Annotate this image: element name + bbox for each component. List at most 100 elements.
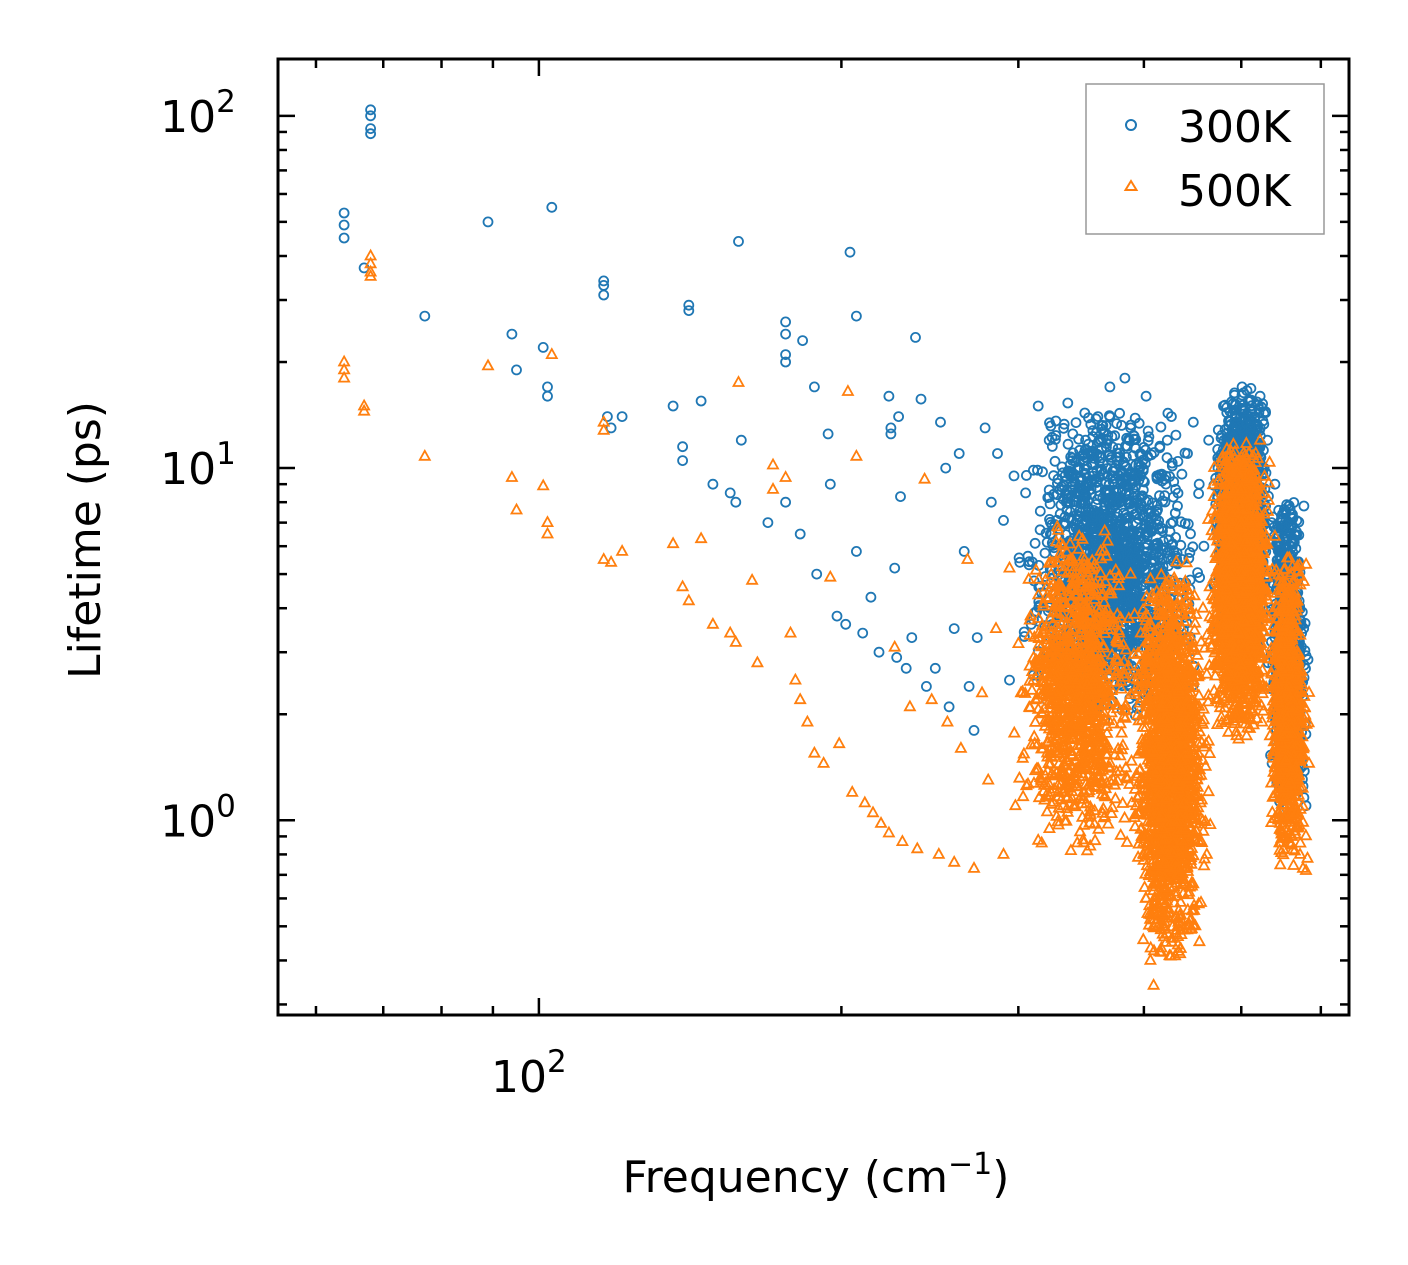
point-300k [1168,476,1180,488]
point-300k [1076,473,1088,485]
point-500k [1300,850,1315,863]
point-300k [1134,528,1145,539]
point-300k [1128,525,1140,537]
point-300k [1136,499,1147,511]
point-300k [1140,537,1152,549]
point-300k [1260,406,1271,418]
point-300k [1062,397,1074,409]
point-500k [866,805,880,818]
point-300k [677,441,688,453]
point-300k [1082,509,1093,521]
point-500k [706,616,720,629]
point-300k [1067,452,1078,464]
point-500k [505,470,519,482]
point-300k [1130,571,1142,582]
point-300k [1126,591,1138,603]
point-300k [707,478,719,490]
point-500k [604,554,618,567]
point-300k [365,104,377,116]
point-300k [1019,631,1030,642]
point-500k [975,685,989,698]
point-300k [1095,435,1107,447]
point-300k [1100,420,1112,431]
point-500k [841,384,855,396]
point-500k [918,471,932,484]
point-300k [1062,438,1074,450]
point-300k [1152,537,1164,549]
point-300k [1071,514,1083,526]
point-500k [932,847,946,859]
point-300k [1154,490,1165,502]
point-300k [797,335,808,347]
point-300k [1073,433,1085,445]
point-300k [1120,440,1131,452]
point-500k [731,375,746,387]
point-300k [598,275,610,287]
point-500k [779,470,793,482]
point-300k [1152,542,1163,553]
point-300k [822,428,834,440]
point-300k [1179,447,1191,459]
point-300k [1074,504,1086,516]
point-300k [885,422,897,434]
point-300k [1105,451,1117,463]
point-300k [1081,460,1093,472]
point-500k [807,745,821,758]
point-300k [1097,419,1109,431]
point-300k [1125,596,1137,608]
point-300k [1094,433,1105,445]
point-300k [1124,555,1136,567]
point-500k [910,841,924,854]
point-300k [1156,522,1167,534]
point-300k [992,448,1003,459]
point-500k [723,625,737,638]
point-300k [1087,470,1099,482]
point-300k [1066,470,1077,482]
point-300k [1101,441,1112,453]
point-300k [963,681,975,692]
point-500k [418,448,432,461]
point-500k [882,825,896,838]
point-500k [954,741,968,753]
point-300k [1117,457,1129,469]
point-300k [895,491,906,503]
point-500k [874,816,888,828]
point-300k [506,328,518,340]
point-500k [481,358,495,371]
point-300k [921,681,932,692]
point-300k [1043,484,1055,496]
point-300k [1161,452,1173,464]
point-300k [873,646,885,658]
point-300k [1122,480,1134,492]
point-300k [365,128,377,140]
point-300k [1029,537,1041,549]
point-300k [1008,470,1020,482]
point-500k [1002,560,1017,573]
point-300k [1154,442,1166,454]
point-300k [683,305,695,317]
point-300k [889,562,901,574]
point-300k [935,416,946,428]
point-300k [511,364,522,376]
point-300k [1044,498,1056,510]
point-300k [1078,463,1090,475]
point-300k [906,632,918,643]
point-500k [996,847,1011,859]
point-300k [1111,418,1123,430]
point-300k [1090,413,1102,425]
point-300k [1102,484,1114,496]
point-500k [903,699,917,712]
point-300k [1050,433,1061,445]
point-300k [1083,412,1094,424]
point-500k [545,347,559,360]
point-300k [605,422,617,434]
point-300k [1198,540,1210,552]
point-500k [849,448,863,461]
point-300k [1129,578,1141,590]
point-300k [1086,522,1097,534]
point-300k [1106,496,1117,507]
point-300k [929,662,941,674]
point-300k [780,356,791,368]
point-300k [365,123,377,135]
point-300k [1103,479,1115,491]
